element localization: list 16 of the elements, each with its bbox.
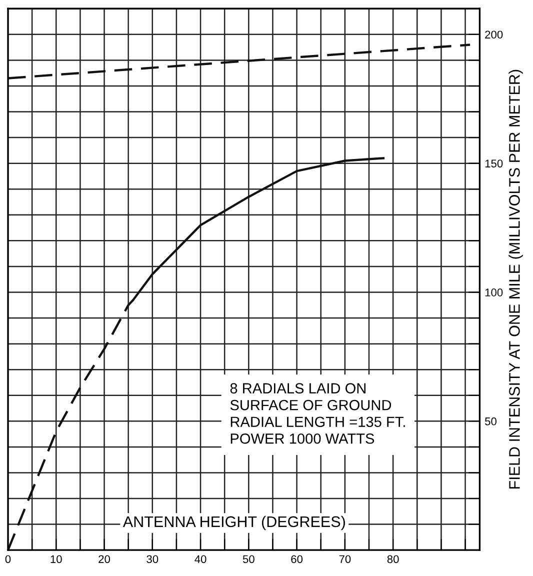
- x-tick-label: 40: [194, 555, 206, 564]
- x-tick-label: 30: [146, 555, 158, 564]
- x-tick-label: 0: [5, 555, 11, 564]
- y-tick-label: 200: [485, 30, 503, 39]
- x-tick-label: 50: [242, 555, 254, 564]
- y-tick-label: 150: [485, 160, 503, 168]
- x-axis-title: ANTENNA HEIGHT (DEGREES): [122, 516, 345, 530]
- y-tick-label: 100: [485, 288, 503, 296]
- y-axis-title: FIELD INTENSITY AT ONE MILE (MILLIVOLTS PER METER): [508, 70, 523, 489]
- x-tick-label: 60: [291, 555, 303, 564]
- annotation: 8 RADIALS LAID ON SURFACE OF GROUND RADIAL LENGTH =135 FT. POWER 1000 WATTS: [230, 383, 405, 444]
- x-tick-label: 20: [98, 555, 110, 564]
- x-tick-label: 80: [387, 555, 399, 564]
- y-tick-label: 50: [485, 417, 496, 426]
- x-tick-label: 70: [339, 555, 351, 564]
- x-tick-label: 10: [50, 555, 62, 564]
